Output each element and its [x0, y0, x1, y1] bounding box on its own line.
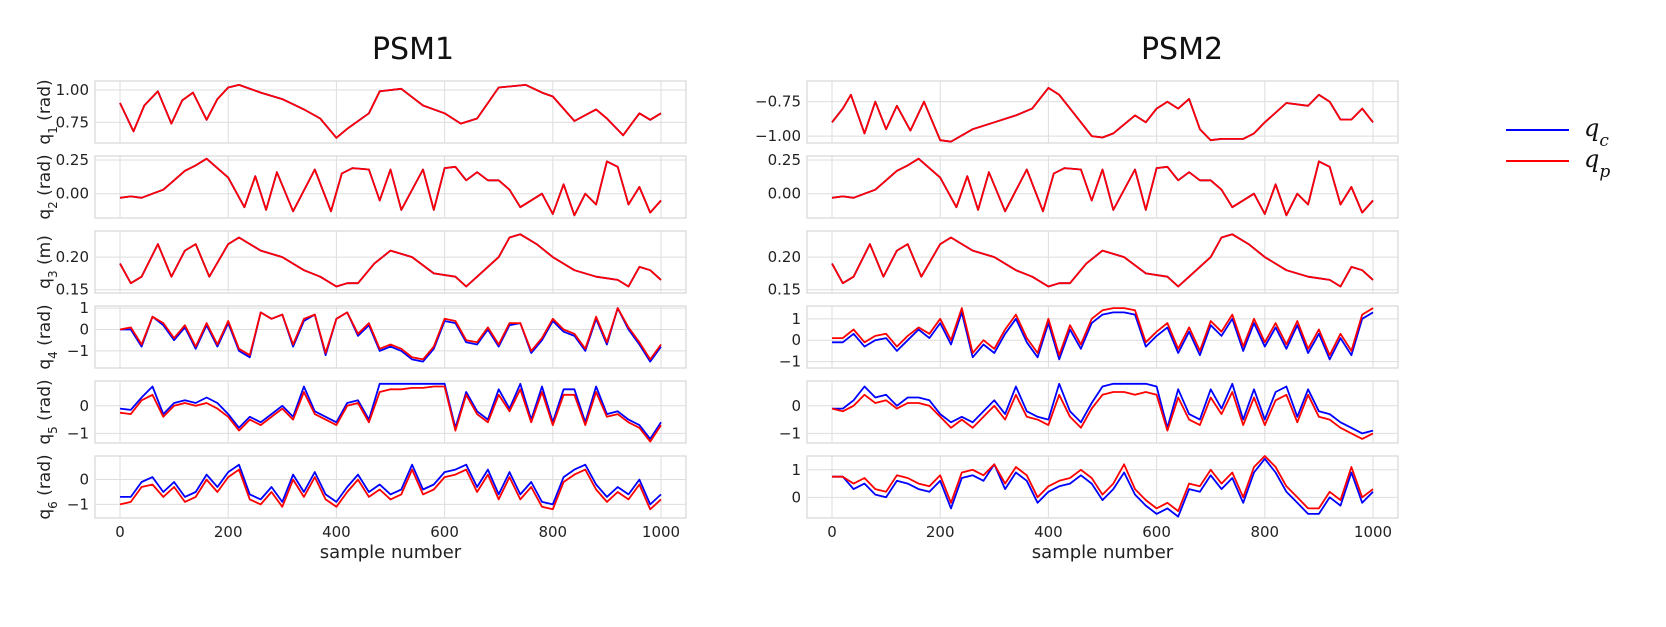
y-tick-label: 0.00 [56, 185, 89, 203]
psm2-panel-1: −0.75 −1.00 [755, 80, 1399, 145]
series-line-commanded [119, 382, 662, 440]
psm2-panel-6: 10 [791, 455, 1399, 519]
y-axis-label: q2 (rad) [35, 154, 60, 219]
panel-frame [806, 230, 1399, 294]
psm2-panel-2: 0.25 0.00 [768, 151, 1399, 219]
psm2-panel-5: 0 −1 [779, 380, 1399, 444]
x-tick-label: 1000 [1354, 523, 1392, 541]
psm1-panel-6: 0 −1 q6 (rad) [35, 454, 687, 520]
x-tick-label: 800 [538, 523, 567, 541]
series-line-measured [119, 307, 662, 361]
y-axis-label: q5 (rad) [35, 379, 60, 444]
panel-frame [94, 80, 687, 144]
series-line-measured [119, 468, 662, 511]
chart-title-psm2: PSM2 [1141, 32, 1223, 67]
x-tick-label: 800 [1250, 523, 1279, 541]
series-line-measured [119, 385, 662, 443]
psm2-panel-3: 0.20 0.15 [768, 230, 1399, 299]
y-tick-label: 1 [791, 461, 801, 479]
series-line-measured [119, 233, 662, 288]
series-line-measured [831, 391, 1374, 440]
y-tick-label: −1 [67, 495, 89, 513]
series-line-measured [832, 455, 1374, 513]
y-axis-label: q4 (rad) [35, 304, 60, 369]
panel-frame [806, 455, 1399, 519]
series-line-commanded [832, 457, 1374, 518]
psm1-panel-5: 0 −1 q5 (rad) [35, 379, 687, 445]
x-axis-label: sample number [320, 542, 462, 563]
y-tick-label: 0.20 [768, 248, 801, 266]
series-line-measured [119, 84, 662, 139]
series-line-measured [832, 307, 1374, 357]
y-axis-label: q3 (m) [35, 235, 60, 289]
x-tick-label: 0 [827, 523, 837, 541]
panel-frame [806, 155, 1399, 219]
y-tick-label: 0.15 [768, 281, 801, 299]
x-tick-label: 400 [1034, 523, 1063, 541]
y-tick-label: −1 [67, 342, 89, 360]
y-tick-label: 0.75 [56, 113, 89, 131]
psm1-panel-4: 1 0 −1 q4 (rad) [35, 299, 687, 370]
series-line-measured [831, 87, 1374, 143]
series-line-commanded [120, 463, 662, 506]
panel-frame [94, 455, 687, 519]
x-axis-label: sample number [1032, 542, 1174, 563]
y-tick-label: 0.25 [56, 151, 89, 169]
y-tick-label: 1.00 [56, 81, 89, 99]
x-tick-label: 600 [1142, 523, 1171, 541]
panel-frame [94, 305, 687, 369]
y-tick-label: −1 [779, 424, 801, 442]
series-line-measured [831, 233, 1374, 288]
y-tick-label: 0 [79, 397, 89, 415]
panel-frame [94, 155, 687, 219]
y-tick-label: −1 [779, 353, 801, 371]
y-tick-label: 0 [791, 488, 801, 506]
y-tick-label: 0.25 [768, 151, 801, 169]
y-tick-label: 0 [79, 471, 89, 489]
x-tick-label: 200 [926, 523, 955, 541]
y-tick-label: 0.20 [56, 248, 89, 266]
y-tick-label: 1 [79, 299, 89, 317]
x-tick-label: 600 [430, 523, 459, 541]
y-tick-label: 1 [791, 310, 801, 328]
series-line-commanded [832, 382, 1374, 435]
panel-frame [806, 80, 1399, 144]
series-line-measured [119, 157, 662, 217]
legend-label-qp: qp [1584, 145, 1610, 182]
y-tick-label: −0.75 [755, 93, 801, 111]
y-tick-label: −1.00 [755, 127, 801, 145]
chart-title-psm1: PSM1 [372, 32, 454, 67]
y-axis-label: q6 (rad) [35, 454, 60, 519]
x-tick-label: 200 [214, 523, 243, 541]
y-tick-label: 0.00 [768, 185, 801, 203]
legend: qc qp [1506, 114, 1610, 182]
y-axis-label: q1 (rad) [35, 79, 60, 144]
x-tick-label: 0 [115, 523, 125, 541]
y-tick-label: 0.15 [56, 281, 89, 299]
y-tick-label: −1 [67, 424, 89, 442]
panel-frame [94, 230, 687, 294]
x-tick-label: 400 [322, 523, 351, 541]
series-line-commanded [832, 311, 1374, 361]
y-tick-label: 0 [791, 397, 801, 415]
y-tick-label: 0 [79, 321, 89, 339]
y-tick-label: 0 [791, 331, 801, 349]
series-line-measured [831, 157, 1374, 217]
x-tick-label: 1000 [642, 523, 680, 541]
psm2-panel-4: 1 0 −1 [779, 305, 1399, 371]
series-line-commanded [120, 307, 662, 363]
legend-label-qc: qc [1584, 114, 1609, 151]
